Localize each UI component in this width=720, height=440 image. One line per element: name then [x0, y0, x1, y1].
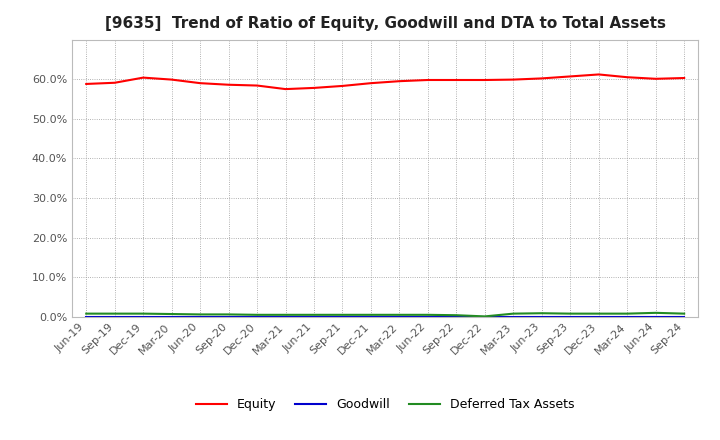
Equity	[452, 77, 461, 83]
Deferred Tax Assets	[282, 312, 290, 317]
Equity	[139, 75, 148, 80]
Goodwill	[196, 314, 204, 319]
Deferred Tax Assets	[509, 311, 518, 316]
Deferred Tax Assets	[537, 311, 546, 316]
Deferred Tax Assets	[225, 312, 233, 317]
Goodwill	[595, 314, 603, 319]
Equity	[225, 82, 233, 88]
Goodwill	[110, 314, 119, 319]
Goodwill	[652, 314, 660, 319]
Goodwill	[366, 314, 375, 319]
Title: [9635]  Trend of Ratio of Equity, Goodwill and DTA to Total Assets: [9635] Trend of Ratio of Equity, Goodwil…	[104, 16, 666, 32]
Goodwill	[537, 314, 546, 319]
Deferred Tax Assets	[423, 312, 432, 317]
Goodwill	[139, 314, 148, 319]
Deferred Tax Assets	[196, 312, 204, 317]
Goodwill	[452, 314, 461, 319]
Deferred Tax Assets	[566, 311, 575, 316]
Equity	[110, 80, 119, 85]
Equity	[282, 86, 290, 92]
Equity	[423, 77, 432, 83]
Deferred Tax Assets	[82, 311, 91, 316]
Goodwill	[225, 314, 233, 319]
Deferred Tax Assets	[452, 312, 461, 318]
Deferred Tax Assets	[310, 312, 318, 317]
Equity	[395, 78, 404, 84]
Equity	[253, 83, 261, 88]
Equity	[537, 76, 546, 81]
Equity	[480, 77, 489, 83]
Equity	[623, 74, 631, 80]
Goodwill	[82, 314, 91, 319]
Equity	[652, 76, 660, 81]
Deferred Tax Assets	[167, 312, 176, 317]
Goodwill	[395, 314, 404, 319]
Goodwill	[623, 314, 631, 319]
Goodwill	[680, 314, 688, 319]
Deferred Tax Assets	[680, 311, 688, 316]
Equity	[167, 77, 176, 82]
Deferred Tax Assets	[253, 312, 261, 317]
Legend: Equity, Goodwill, Deferred Tax Assets: Equity, Goodwill, Deferred Tax Assets	[191, 393, 580, 416]
Deferred Tax Assets	[338, 312, 347, 317]
Equity	[566, 74, 575, 79]
Goodwill	[253, 314, 261, 319]
Deferred Tax Assets	[652, 310, 660, 315]
Equity	[366, 81, 375, 86]
Deferred Tax Assets	[110, 311, 119, 316]
Goodwill	[566, 314, 575, 319]
Deferred Tax Assets	[366, 312, 375, 317]
Equity	[595, 72, 603, 77]
Deferred Tax Assets	[595, 311, 603, 316]
Equity	[196, 81, 204, 86]
Deferred Tax Assets	[139, 311, 148, 316]
Goodwill	[480, 314, 489, 319]
Line: Equity: Equity	[86, 74, 684, 89]
Deferred Tax Assets	[395, 312, 404, 317]
Goodwill	[423, 314, 432, 319]
Deferred Tax Assets	[480, 314, 489, 319]
Equity	[509, 77, 518, 82]
Equity	[82, 81, 91, 87]
Goodwill	[282, 314, 290, 319]
Equity	[338, 83, 347, 88]
Goodwill	[338, 314, 347, 319]
Line: Deferred Tax Assets: Deferred Tax Assets	[86, 313, 684, 316]
Equity	[680, 75, 688, 81]
Equity	[310, 85, 318, 91]
Deferred Tax Assets	[623, 311, 631, 316]
Goodwill	[167, 314, 176, 319]
Goodwill	[310, 314, 318, 319]
Goodwill	[509, 314, 518, 319]
